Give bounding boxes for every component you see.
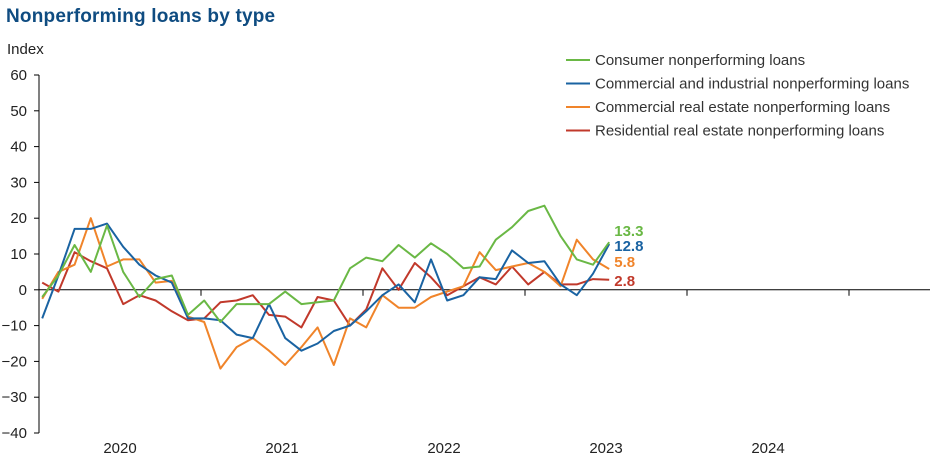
- y-tick-label: 20: [10, 210, 27, 227]
- series-line-ci: [41, 222, 611, 352]
- series-line-rre: [41, 251, 610, 329]
- y-tick-label: −40: [2, 425, 27, 442]
- y-tick-label: 50: [10, 103, 27, 120]
- end-label-rre: 2.8: [614, 273, 635, 290]
- x-tick-label: 2024: [751, 440, 784, 457]
- series-lines: [41, 204, 611, 370]
- x-axis: 2020 2021 2022 2023 2024: [103, 289, 850, 457]
- series-line-cre: [41, 217, 610, 370]
- end-label-cre: 5.8: [614, 254, 635, 271]
- y-tick-label: 0: [19, 282, 27, 299]
- end-labels: 13.312.85.8 2.8: [614, 223, 643, 290]
- series-line-consumer: [41, 204, 611, 323]
- x-tick-label: 2020: [103, 440, 136, 457]
- x-tick-label: 2022: [427, 440, 460, 457]
- x-tick-label: 2021: [265, 440, 298, 457]
- y-axis: 60 50 40 30 20 10 0 −10 −20 −30 −40: [2, 67, 39, 442]
- legend-item-cre: Commercial real estate nonperforming loa…: [566, 99, 890, 116]
- y-tick-label: −30: [2, 389, 27, 406]
- legend-item-rre: Residential real estate nonperforming lo…: [566, 123, 884, 140]
- y-tick-label: −20: [2, 353, 27, 370]
- y-tick-label: 30: [10, 174, 27, 191]
- y-tick-label: −10: [2, 318, 27, 335]
- y-tick-label: 60: [10, 67, 27, 84]
- legend-item-consumer: Consumer nonperforming loans: [566, 52, 805, 69]
- chart-title: Nonperforming loans by type: [6, 6, 276, 27]
- legend: Consumer nonperforming loans Commercial a…: [566, 52, 909, 140]
- legend-item-ci: Commercial and industrial nonperforming …: [566, 76, 909, 93]
- end-label-consumer: 13.3: [614, 223, 643, 240]
- legend-label: Residential real estate nonperforming lo…: [595, 123, 884, 140]
- legend-label: Commercial real estate nonperforming loa…: [595, 99, 890, 116]
- y-tick-label: 40: [10, 139, 27, 156]
- end-label-ci: 12.8: [614, 238, 643, 255]
- legend-label: Consumer nonperforming loans: [595, 52, 805, 69]
- y-axis-label: Index: [7, 41, 44, 58]
- x-tick-label: 2023: [589, 440, 622, 457]
- legend-label: Commercial and industrial nonperforming …: [595, 76, 909, 93]
- y-tick-label: 10: [10, 246, 27, 263]
